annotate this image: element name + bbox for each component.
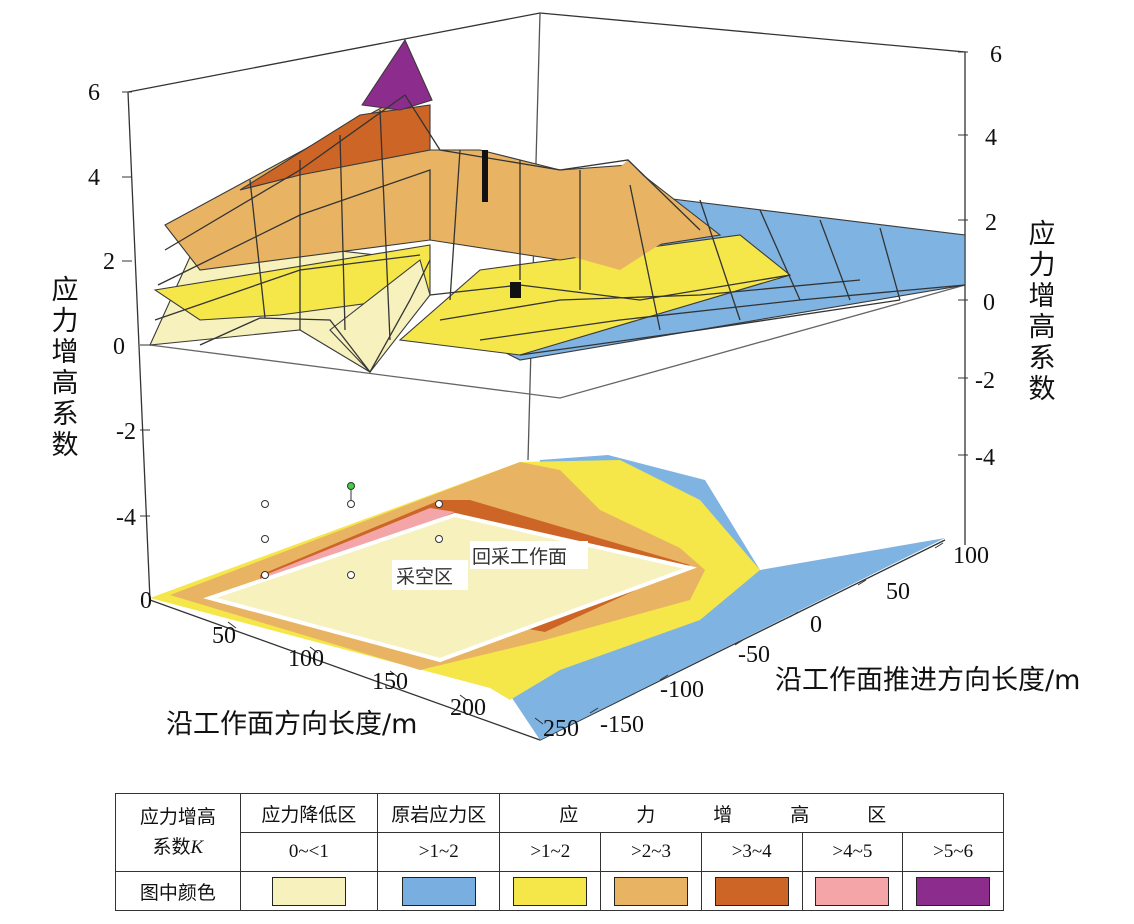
mesh-lines <box>154 94 966 374</box>
y-tick-neg50: -50 <box>738 642 770 668</box>
legend-swatch-3 <box>614 876 688 906</box>
legend-header-k: K <box>190 837 204 858</box>
selection-handles <box>261 482 443 579</box>
z-tick-right-2: 2 <box>985 210 997 236</box>
x-tick-50: 50 <box>212 623 236 649</box>
legend-swatch-4 <box>714 876 789 906</box>
x-tick-100: 100 <box>288 646 324 672</box>
y-ticks <box>589 542 944 714</box>
z-tick-right-neg4: -4 <box>975 445 995 471</box>
surface-dark-orange <box>239 104 431 191</box>
legend-range-6: >5~6 <box>902 832 1004 872</box>
z-tick-left-neg4: -4 <box>116 505 136 531</box>
face-label: 回采工作面 <box>472 546 567 568</box>
z-tick-right-0: 0 <box>983 290 995 316</box>
legend-range-2: >1~2 <box>499 832 602 872</box>
legend-swatch-6 <box>916 876 991 906</box>
y-tick-0: 0 <box>810 612 822 638</box>
legend-range-4: >3~4 <box>700 832 803 872</box>
legend-range-3: >2~3 <box>600 832 702 872</box>
legend-row-category: 应力增高 系数K 应力降低区 原岩应力区 应力增高区 <box>115 793 1004 872</box>
stress-surface <box>149 38 966 374</box>
z-tick-right-neg2: -2 <box>975 368 995 394</box>
legend-range-5: >4~5 <box>801 832 904 872</box>
marker-goaf <box>510 282 521 298</box>
goaf-label-bg <box>392 560 468 590</box>
x-tick-150: 150 <box>372 669 408 695</box>
z-tick-right-4: 4 <box>985 125 997 151</box>
legend-range-0: 0~<1 <box>239 832 379 872</box>
legend-swatch-1 <box>401 876 476 906</box>
legend-header-label: 应力增高 <box>139 806 216 828</box>
z-ticks-right <box>958 51 968 456</box>
legend-cat-virgin: 原岩应力区 <box>377 793 501 833</box>
legend-range-1: >1~2 <box>377 832 501 872</box>
z-axis-label-left: 应力增高系数 <box>51 275 79 461</box>
x-ticks <box>227 621 544 725</box>
legend-swatch-5 <box>815 876 890 906</box>
stress-3d-chart: 采空区 回采工作面 <box>88 12 1080 742</box>
z-ticks-left <box>122 91 150 517</box>
legend-cat-reduce: 应力降低区 <box>239 793 379 833</box>
y-tick-neg150: -150 <box>600 712 644 738</box>
legend-row-color: 图中颜色 <box>115 871 1004 911</box>
z-axis-label-right: 应力增高系数 <box>1028 219 1056 405</box>
contour-projection: 采空区 回采工作面 <box>150 455 945 740</box>
face-label-bg <box>470 541 588 569</box>
surface-purple-peak <box>361 38 433 111</box>
goaf-label: 采空区 <box>396 566 453 588</box>
x-tick-200: 200 <box>450 695 486 721</box>
marker-face <box>482 150 488 202</box>
legend-table: 应力增高 系数K 应力降低区 原岩应力区 应力增高区 0~<1 >1~2 >1~… <box>115 793 1004 911</box>
x-axis-label: 沿工作面方向长度/m <box>166 709 417 740</box>
legend-header-label2: 系数 <box>152 836 191 858</box>
legend-color-label: 图中颜色 <box>115 871 241 911</box>
z-tick-left-0: 0 <box>113 334 125 360</box>
legend-swatch-2 <box>513 876 588 906</box>
z-tick-left-2: 2 <box>103 249 115 275</box>
z-tick-right-6: 6 <box>990 42 1002 68</box>
y-tick-100: 100 <box>953 543 989 569</box>
z-tick-left-neg2: -2 <box>116 419 136 445</box>
z-tick-left-6: 6 <box>88 80 100 106</box>
surface-second-peak <box>530 160 690 270</box>
legend-cat-increase: 应力增高区 <box>499 793 1004 833</box>
legend-swatch-0 <box>271 876 346 906</box>
y-axis-label: 沿工作面推进方向长度/m <box>775 665 1080 696</box>
z-tick-left-4: 4 <box>88 165 100 191</box>
surface-yellow-band <box>153 244 431 321</box>
y-tick-neg100: -100 <box>660 677 704 703</box>
z-tick-left-base-0: 0 <box>140 588 152 614</box>
legend-row-range: 0~<1 >1~2 >1~2 >2~3 >3~4 >4~5 >5~6 <box>116 832 1004 872</box>
legend-header-cell: 应力增高 系数K <box>115 793 241 872</box>
x-tick-250: 250 <box>543 716 579 742</box>
y-tick-50: 50 <box>886 579 910 605</box>
